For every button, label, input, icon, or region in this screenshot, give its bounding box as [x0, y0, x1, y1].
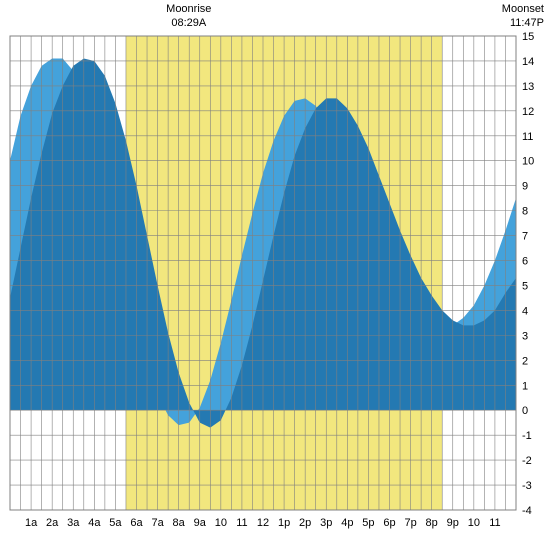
x-tick-label: 8a [173, 517, 186, 529]
moonset-time: 11:47P [510, 17, 544, 29]
x-tick-label: 2a [46, 517, 59, 529]
y-tick-label: 5 [522, 280, 528, 292]
moonrise-time: 08:29A [171, 17, 207, 29]
y-tick-label: 11 [522, 131, 533, 143]
y-tick-label: 8 [522, 206, 528, 218]
x-tick-label: 8p [426, 517, 438, 529]
x-tick-label: 9a [194, 517, 207, 529]
moonset-title: Moonset [502, 3, 544, 15]
y-tick-label: 13 [522, 81, 534, 93]
y-tick-label: -1 [522, 430, 532, 442]
x-tick-label: 3a [67, 517, 80, 529]
x-tick-label: 10 [215, 517, 227, 529]
y-tick-label: 9 [522, 181, 528, 193]
y-tick-label: 0 [522, 405, 528, 417]
x-tick-label: 10 [468, 517, 480, 529]
x-tick-label: 12 [257, 517, 269, 529]
x-tick-label: 1p [278, 517, 290, 529]
x-tick-label: 1a [25, 517, 38, 529]
y-tick-label: 4 [522, 305, 528, 317]
x-tick-label: 4p [341, 517, 353, 529]
y-tick-label: 10 [522, 156, 534, 168]
x-tick-label: 5p [362, 517, 374, 529]
tide-chart: -4-3-2-101234567891011121314151a2a3a4a5a… [0, 0, 550, 550]
x-tick-label: 9p [447, 517, 459, 529]
y-tick-label: -3 [522, 480, 532, 492]
y-tick-label: 6 [522, 256, 528, 268]
x-tick-label: 7p [404, 517, 416, 529]
y-tick-label: -2 [522, 455, 532, 467]
y-tick-label: 3 [522, 330, 528, 342]
x-tick-label: 4a [88, 517, 101, 529]
x-tick-label: 6a [130, 517, 143, 529]
x-tick-label: 11 [236, 517, 247, 529]
y-tick-label: 7 [522, 231, 528, 243]
y-tick-label: 15 [522, 31, 534, 43]
y-tick-label: 1 [522, 380, 528, 392]
x-tick-label: 3p [320, 517, 332, 529]
y-tick-label: 12 [522, 106, 534, 118]
x-tick-label: 7a [151, 517, 164, 529]
y-tick-label: 2 [522, 355, 528, 367]
x-tick-label: 2p [299, 517, 311, 529]
x-tick-label: 11 [489, 517, 500, 529]
chart-svg: -4-3-2-101234567891011121314151a2a3a4a5a… [0, 0, 550, 550]
y-tick-label: -4 [522, 505, 532, 517]
y-tick-label: 14 [522, 56, 534, 68]
x-tick-label: 6p [383, 517, 395, 529]
x-tick-label: 5a [109, 517, 122, 529]
moonrise-title: Moonrise [166, 3, 211, 15]
